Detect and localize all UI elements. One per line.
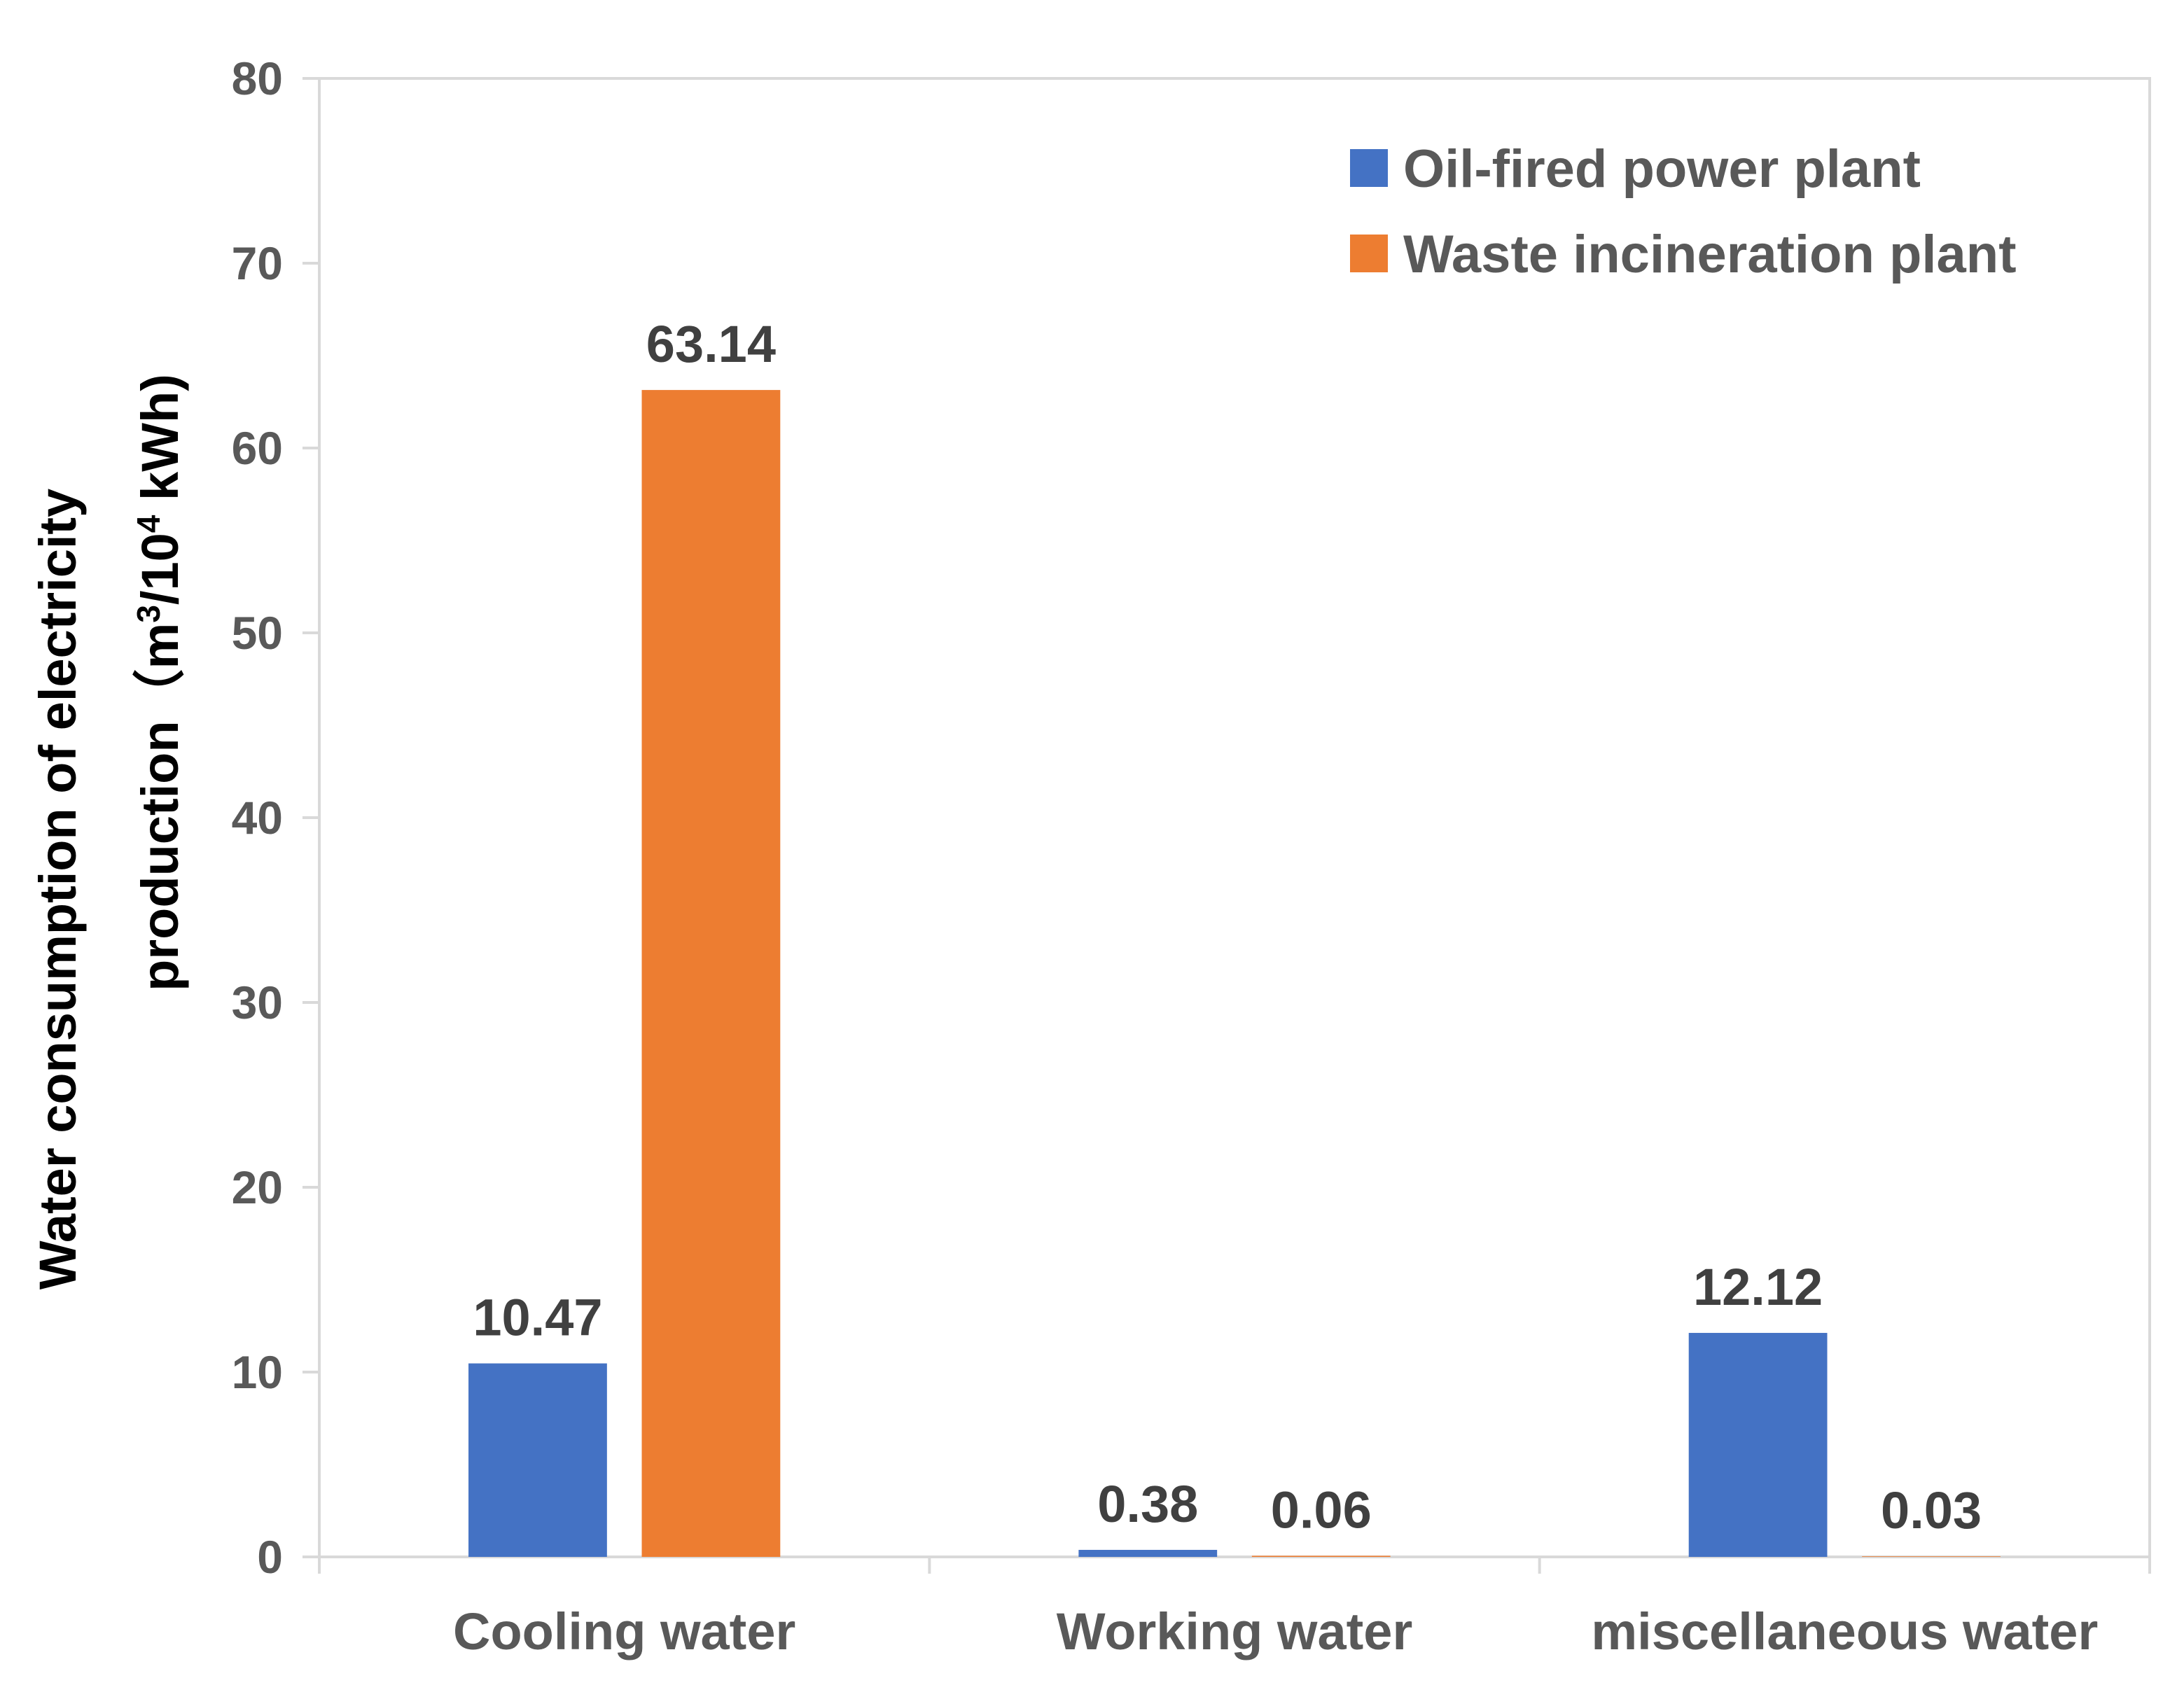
bar bbox=[1078, 1549, 1218, 1557]
bar bbox=[468, 1363, 607, 1557]
data-label: 0.03 bbox=[1881, 1481, 1982, 1539]
y-axis-title-sup1: 3 bbox=[130, 605, 167, 623]
y-axis-title-sup2: 4 bbox=[130, 515, 167, 533]
data-labels: 10.47 0.38 12.12 63.14 0.06 0.03 bbox=[473, 315, 1982, 1539]
y-tick-label: 40 bbox=[232, 792, 283, 844]
bar bbox=[1251, 1555, 1391, 1557]
bars bbox=[468, 390, 2001, 1557]
legend-swatch bbox=[1350, 149, 1388, 187]
y-tick-label: 0 bbox=[257, 1531, 283, 1583]
y-axis-title-line1: Water consumption of electricity bbox=[29, 489, 87, 1289]
y-tick-label: 50 bbox=[232, 607, 283, 659]
legend-label: Oil-fired power plant bbox=[1403, 139, 1921, 199]
bar bbox=[1688, 1333, 1828, 1557]
data-label: 10.47 bbox=[473, 1289, 602, 1347]
legend: Oil-fired power plant Waste incineration … bbox=[1350, 139, 2017, 284]
y-tick-label: 20 bbox=[232, 1161, 283, 1213]
bar bbox=[641, 390, 781, 1557]
y-axis-title: Water consumption of electricity bbox=[29, 489, 87, 1289]
data-label: 63.14 bbox=[646, 315, 776, 373]
y-tick-label: 30 bbox=[232, 977, 283, 1028]
y-axis-title-mid: /10 bbox=[131, 533, 189, 605]
legend-swatch bbox=[1350, 235, 1388, 272]
bar bbox=[1862, 1556, 2001, 1557]
x-category-label: Working water bbox=[1057, 1602, 1413, 1660]
x-category-label: miscellaneous water bbox=[1591, 1602, 2098, 1660]
data-label: 0.38 bbox=[1097, 1475, 1198, 1533]
y-tick-label: 10 bbox=[232, 1346, 283, 1398]
y-axis-title-suffix: kWh) bbox=[131, 374, 189, 515]
legend-label: Waste incineration plant bbox=[1403, 225, 2017, 284]
x-category-label: Cooling water bbox=[453, 1602, 795, 1660]
data-label: 0.06 bbox=[1271, 1481, 1372, 1539]
y-tick-label: 70 bbox=[232, 237, 283, 289]
x-axis: Cooling water Working water miscellaneous … bbox=[318, 1557, 2151, 1660]
y-axis-ticks: 0 10 20 30 40 50 60 70 80 bbox=[232, 53, 319, 1583]
y-axis-title-2: production（m3/104 kWh) bbox=[130, 374, 189, 991]
y-tick-label: 80 bbox=[232, 53, 283, 104]
y-tick-label: 60 bbox=[232, 422, 283, 474]
data-label: 12.12 bbox=[1693, 1258, 1823, 1316]
y-axis-title-line2-prefix: production（m bbox=[131, 623, 189, 991]
